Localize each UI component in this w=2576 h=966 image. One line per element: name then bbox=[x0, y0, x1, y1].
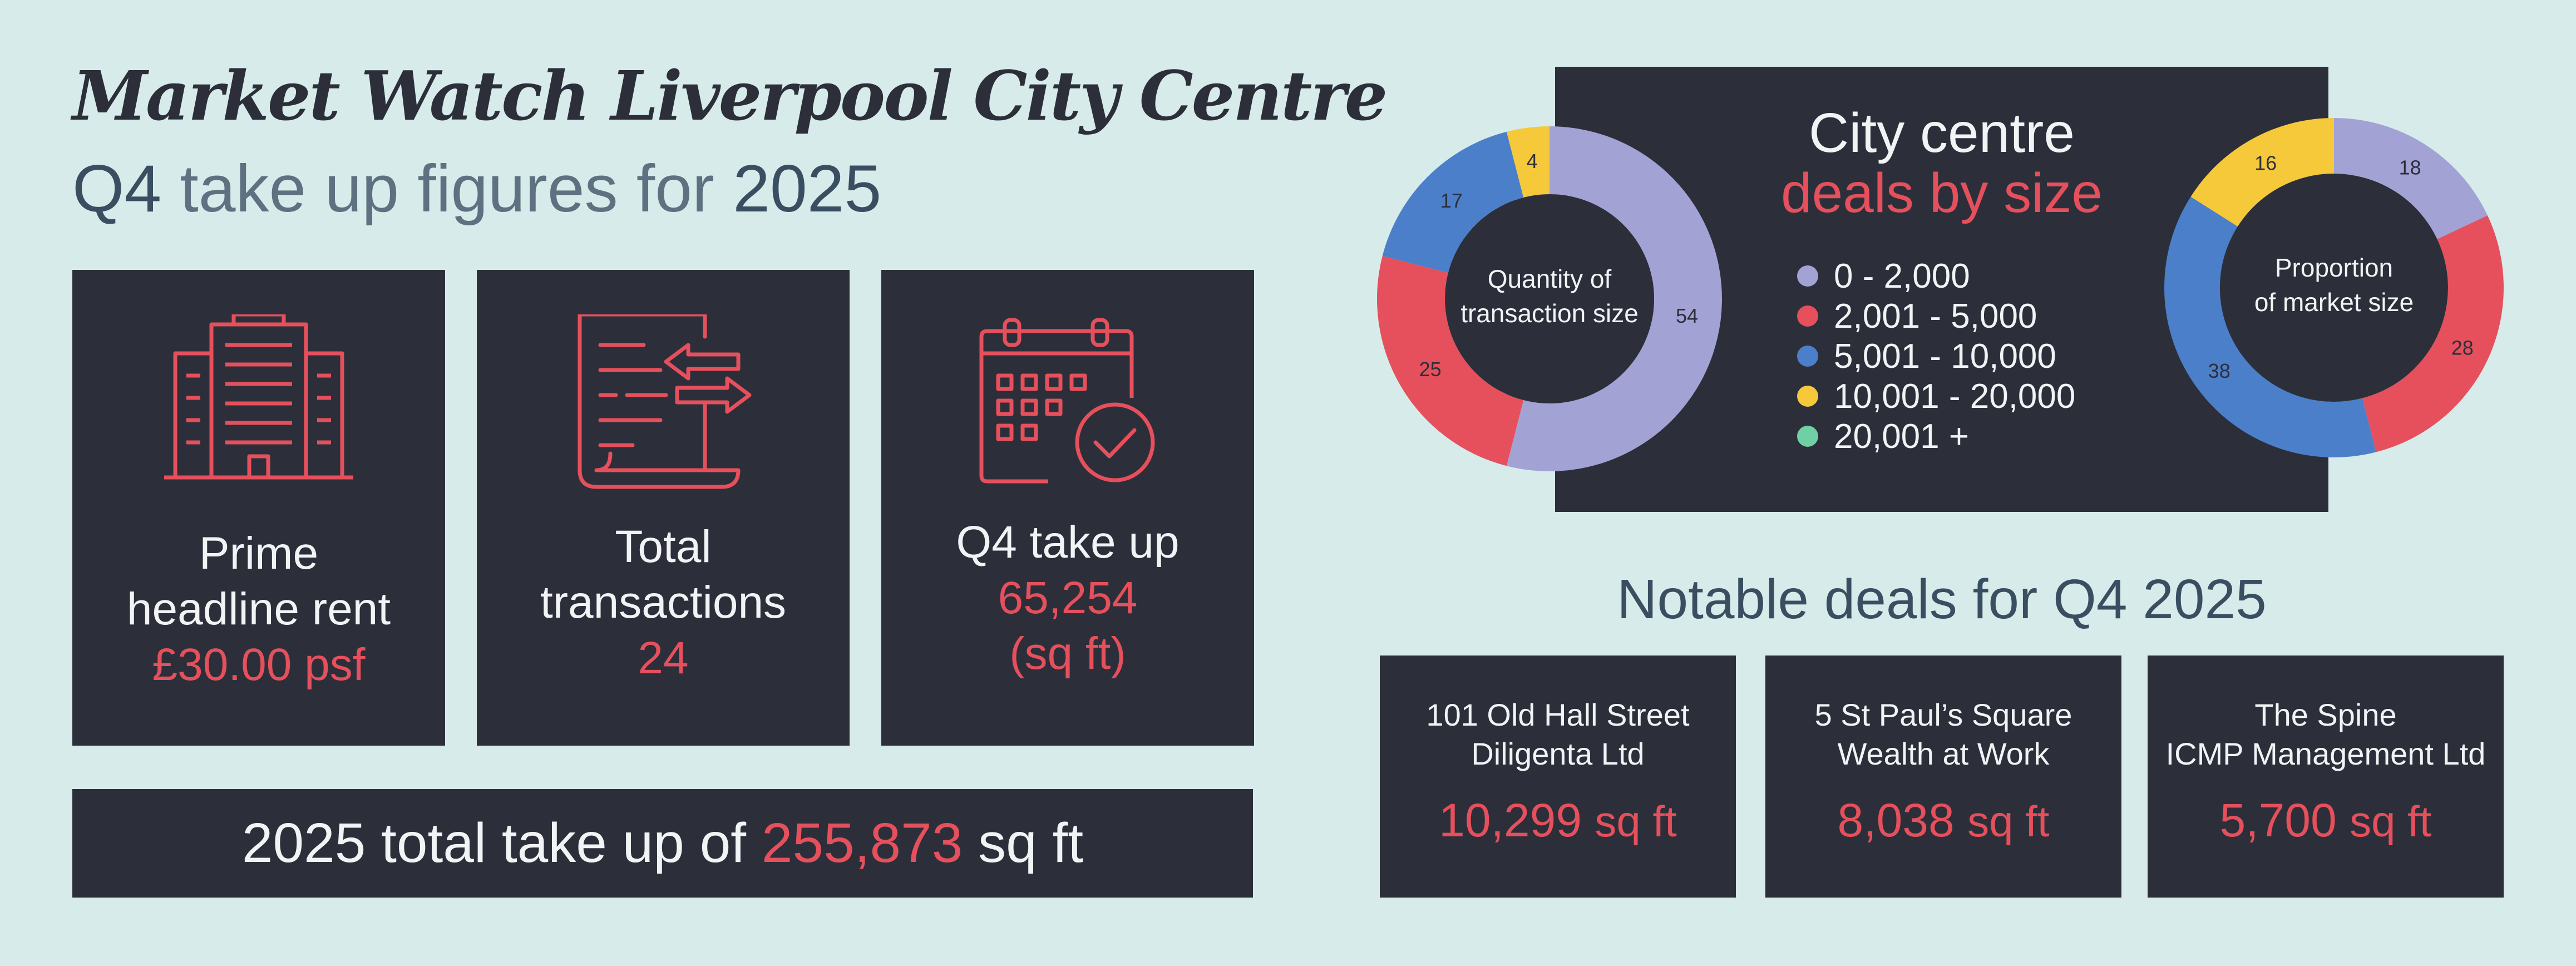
donut-slice bbox=[1377, 255, 1524, 466]
deal-card: 5 St Paul’s Square Wealth at Work 8,038 … bbox=[1765, 655, 2121, 898]
chart-legend: 0 - 2,000 2,001 - 5,000 5,001 - 10,000 1… bbox=[1797, 256, 2075, 456]
deal-card: 101 Old Hall Street Diligenta Ltd 10,299… bbox=[1380, 655, 1736, 898]
legend-label: 20,001 + bbox=[1834, 417, 1970, 456]
page-title: Market Watch Liverpool City Centre bbox=[72, 56, 1388, 136]
stat-label-line2: headline rent bbox=[126, 584, 391, 634]
deals-by-size-title: City centre deals by size bbox=[1555, 103, 2328, 223]
total-takeup-banner: 2025 total take up of 255,873 sq ft bbox=[72, 789, 1253, 898]
deal-address-block: 5 St Paul’s Square Wealth at Work bbox=[1765, 696, 2121, 773]
legend-swatch bbox=[1797, 265, 1818, 287]
legend-item: 2,001 - 5,000 bbox=[1797, 296, 2075, 336]
legend-swatch bbox=[1797, 426, 1818, 447]
donut-data-label: 25 bbox=[1419, 358, 1442, 381]
panel-title-line1: City centre bbox=[1809, 102, 2075, 164]
deal-card: The Spine ICMP Management Ltd 5,700 sq f… bbox=[2148, 655, 2504, 898]
stat-transactions-text: Total transactions 24 bbox=[477, 519, 850, 686]
donut-data-label: 18 bbox=[2399, 156, 2421, 179]
office-building-icon bbox=[164, 314, 353, 480]
deal-size-unit: sq ft bbox=[1595, 797, 1677, 846]
subtitle-quarter: Q4 bbox=[72, 151, 162, 226]
legend-label: 10,001 - 20,000 bbox=[1834, 377, 2076, 416]
notable-deals-title: Notable deals for Q4 2025 bbox=[1617, 568, 2267, 630]
legend-item: 0 - 2,000 bbox=[1797, 256, 2075, 296]
donut-data-label: 28 bbox=[2451, 337, 2474, 359]
legend-label: 0 - 2,000 bbox=[1834, 257, 1970, 295]
total-prefix: 2025 total take up of bbox=[241, 812, 747, 874]
stat-label-line1: Q4 take up bbox=[956, 517, 1180, 568]
page-subtitle: Q4 take up figures for 2025 bbox=[72, 150, 881, 227]
donut-slice bbox=[2362, 215, 2504, 452]
stat-value: £30.00 psf bbox=[152, 639, 366, 690]
stat-label-line1: Total bbox=[615, 521, 712, 572]
stat-label-line1: Prime bbox=[199, 528, 319, 579]
total-value: 255,873 bbox=[761, 812, 963, 874]
stat-value-unit: (sq ft) bbox=[1009, 628, 1126, 679]
deal-size: 5,700 sq ft bbox=[2148, 793, 2504, 847]
stat-card-transactions: Total transactions 24 bbox=[477, 270, 850, 746]
subtitle-text: take up figures for bbox=[180, 151, 714, 226]
stat-rent-text: Prime headline rent £30.00 psf bbox=[72, 526, 445, 693]
deal-size: 10,299 sq ft bbox=[1380, 793, 1736, 847]
deal-size-value: 10,299 bbox=[1439, 794, 1582, 846]
deal-size-value: 5,700 bbox=[2219, 794, 2337, 846]
deal-address-block: 101 Old Hall Street Diligenta Ltd bbox=[1380, 696, 1736, 773]
transactions-document-icon bbox=[578, 314, 752, 489]
legend-label: 2,001 - 5,000 bbox=[1834, 297, 2037, 336]
donut-data-label: 17 bbox=[1440, 189, 1463, 212]
donut-slice bbox=[2334, 118, 2488, 239]
deal-size-unit: sq ft bbox=[2350, 797, 2432, 846]
deal-address: 5 St Paul’s Square bbox=[1814, 697, 2072, 732]
deal-address: 101 Old Hall Street bbox=[1426, 697, 1690, 732]
calendar-check-icon bbox=[979, 318, 1155, 484]
stat-card-rent: Prime headline rent £30.00 psf bbox=[72, 270, 445, 746]
stat-card-q4-takeup: Q4 take up 65,254 (sq ft) bbox=[881, 270, 1254, 746]
legend-item: 20,001 + bbox=[1797, 416, 2075, 456]
total-suffix: sq ft bbox=[978, 812, 1084, 874]
deal-size-value: 8,038 bbox=[1837, 794, 1955, 846]
legend-swatch bbox=[1797, 386, 1818, 407]
deal-address: The Spine bbox=[2254, 697, 2397, 732]
deals-by-size-panel: City centre deals by size 0 - 2,000 2,00… bbox=[1555, 67, 2328, 512]
stat-label-line2: transactions bbox=[540, 577, 787, 628]
subtitle-year: 2025 bbox=[733, 151, 882, 226]
legend-item: 10,001 - 20,000 bbox=[1797, 376, 2075, 416]
panel-title-line2: deals by size bbox=[1780, 162, 2103, 224]
deal-size-unit: sq ft bbox=[1967, 797, 2050, 846]
stat-value-number: 65,254 bbox=[998, 573, 1138, 623]
deal-address-block: The Spine ICMP Management Ltd bbox=[2148, 696, 2504, 773]
deal-tenant: ICMP Management Ltd bbox=[2165, 736, 2486, 771]
deal-size: 8,038 sq ft bbox=[1765, 793, 2121, 847]
donut-slice bbox=[1382, 131, 1524, 273]
donut-slice bbox=[1506, 126, 1549, 198]
donut-data-label: 4 bbox=[1527, 150, 1538, 172]
stat-q4-text: Q4 take up 65,254 (sq ft) bbox=[881, 515, 1254, 682]
deal-tenant: Diligenta Ltd bbox=[1471, 736, 1645, 771]
stat-value: 24 bbox=[638, 633, 689, 683]
legend-swatch bbox=[1797, 305, 1818, 327]
legend-swatch bbox=[1797, 346, 1818, 367]
legend-item: 5,001 - 10,000 bbox=[1797, 336, 2075, 376]
deal-tenant: Wealth at Work bbox=[1837, 736, 2050, 771]
legend-label: 5,001 - 10,000 bbox=[1834, 337, 2056, 376]
